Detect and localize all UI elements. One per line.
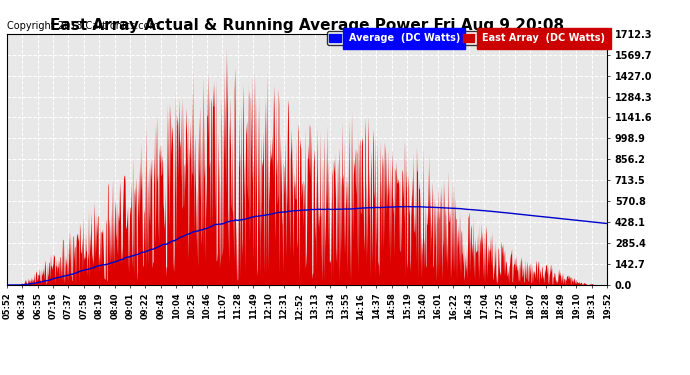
Legend: Average  (DC Watts), East Array  (DC Watts): Average (DC Watts), East Array (DC Watts… [327, 31, 607, 45]
Title: East Array Actual & Running Average Power Fri Aug 9 20:08: East Array Actual & Running Average Powe… [50, 18, 564, 33]
Text: Copyright 2013 Cartronics.com: Copyright 2013 Cartronics.com [7, 21, 159, 31]
